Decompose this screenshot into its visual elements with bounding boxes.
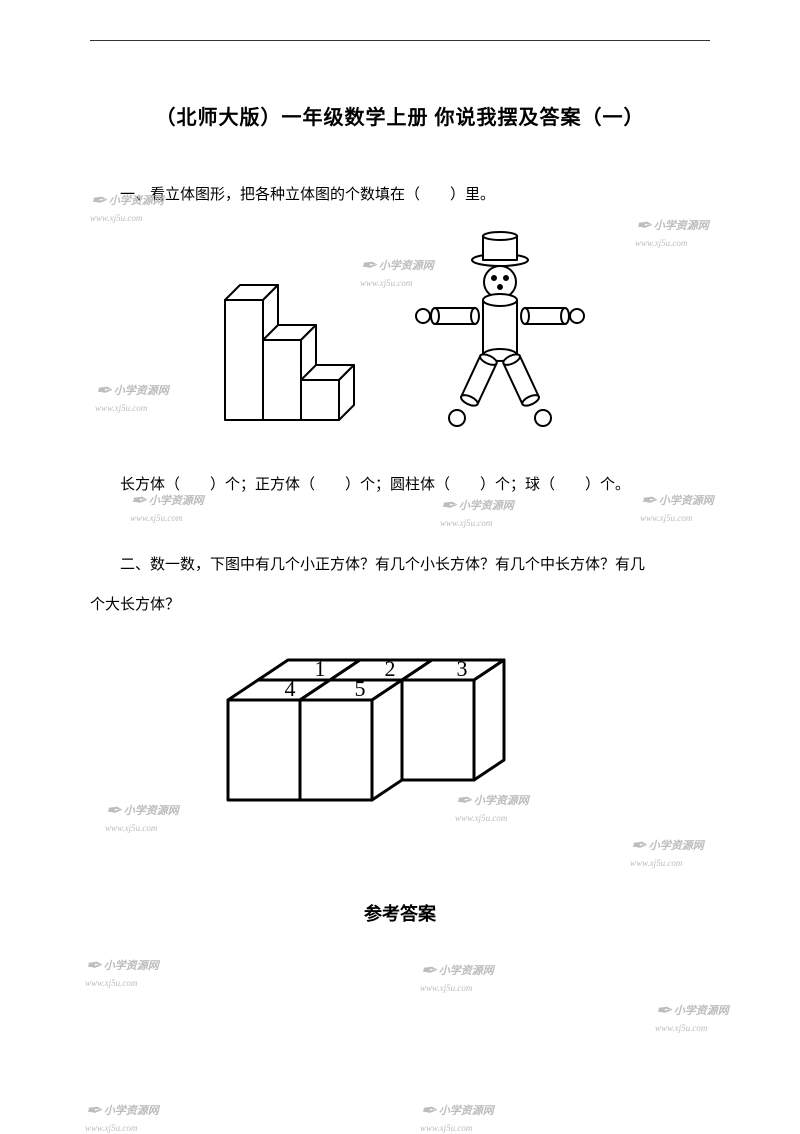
q2-line1: 二、数一数，下图中有几个小正方体？有几个小长方体？有几个中长方体？有几: [90, 550, 710, 580]
header-rule: [90, 40, 710, 41]
page-title: （北师大版）一年级数学上册 你说我摆及答案（一）: [90, 101, 710, 130]
cube-label-4: 4: [285, 676, 296, 701]
stairs-figure: [205, 270, 365, 440]
q1-figures: [90, 230, 710, 440]
q1-fill: 长方体（ ）个；正方体（ ）个；圆柱体（ ）个；球（ ）个。: [90, 470, 710, 500]
cube-label-1: 1: [315, 656, 326, 681]
q2-line2: 个大长方体？: [90, 590, 710, 620]
cube-label-2: 2: [385, 656, 396, 681]
q1-prompt: 一、看立体图形，把各种立体图的个数填在（ ）里。: [90, 180, 710, 210]
q2-figure: 1 2 3 4 5: [90, 630, 710, 840]
robot-figure: [405, 230, 595, 440]
answers-heading: 参考答案: [90, 900, 710, 926]
cube-label-3: 3: [457, 656, 468, 681]
cube-label-5: 5: [355, 676, 366, 701]
